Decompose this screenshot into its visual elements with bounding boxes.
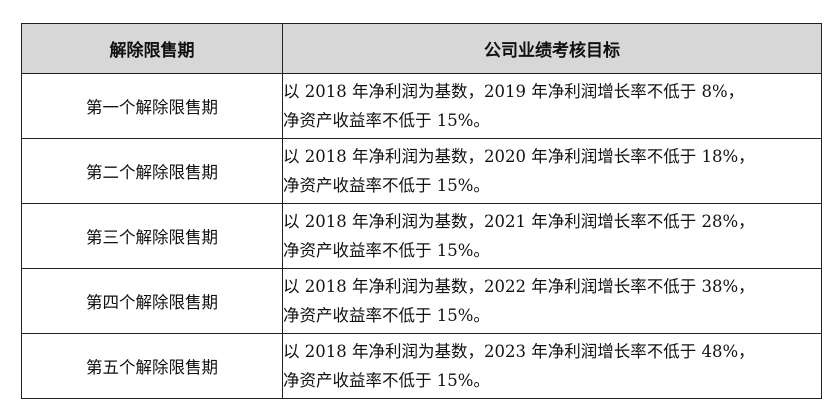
table-row: 第四个解除限售期 以 2018 年净利润为基数，2022 年净利润增长率不低于 … (21, 268, 822, 334)
target-text-line: 净资产收益率不低于 15%。 (283, 176, 490, 195)
performance-target-cell: 以 2018 年净利润为基数，2023 年净利润增长率不低于 48%， 净资产收… (282, 333, 822, 399)
target-text-line: 以 2018 年净利润为基数，2019 年净利润增长率不低于 8%， (283, 82, 745, 101)
header-performance-target: 公司业绩考核目标 (282, 23, 822, 74)
performance-target-cell: 以 2018 年净利润为基数，2021 年净利润增长率不低于 28%， 净资产收… (282, 203, 822, 269)
target-text-line: 以 2018 年净利润为基数，2020 年净利润增长率不低于 18%， (283, 147, 755, 166)
performance-target-cell: 以 2018 年净利润为基数，2019 年净利润增长率不低于 8%， 净资产收益… (282, 73, 822, 139)
target-text-line: 净资产收益率不低于 15%。 (283, 241, 490, 260)
target-text-line: 净资产收益率不低于 15%。 (283, 111, 490, 130)
unlock-period-cell: 第一个解除限售期 (21, 73, 283, 139)
unlock-period-cell: 第二个解除限售期 (21, 138, 283, 204)
target-text-line: 净资产收益率不低于 15%。 (283, 306, 490, 325)
header-unlock-period: 解除限售期 (21, 23, 283, 74)
unlock-period-cell: 第三个解除限售期 (21, 203, 283, 269)
target-text-line: 以 2018 年净利润为基数，2022 年净利润增长率不低于 38%， (283, 277, 755, 296)
table-row: 第五个解除限售期 以 2018 年净利润为基数，2023 年净利润增长率不低于 … (21, 333, 822, 399)
table-row: 第三个解除限售期 以 2018 年净利润为基数，2021 年净利润增长率不低于 … (21, 203, 822, 269)
table-row: 第二个解除限售期 以 2018 年净利润为基数，2020 年净利润增长率不低于 … (21, 138, 822, 204)
target-text-line: 以 2018 年净利润为基数，2023 年净利润增长率不低于 48%， (283, 342, 755, 361)
table-row: 第一个解除限售期 以 2018 年净利润为基数，2019 年净利润增长率不低于 … (21, 73, 822, 139)
target-text-line: 净资产收益率不低于 15%。 (283, 371, 490, 390)
performance-target-cell: 以 2018 年净利润为基数，2020 年净利润增长率不低于 18%， 净资产收… (282, 138, 822, 204)
performance-target-cell: 以 2018 年净利润为基数，2022 年净利润增长率不低于 38%， 净资产收… (282, 268, 822, 334)
performance-target-table: 解除限售期 公司业绩考核目标 第一个解除限售期 以 2018 年净利润为基数，2… (21, 23, 822, 399)
table-header-row: 解除限售期 公司业绩考核目标 (21, 23, 822, 74)
target-text-line: 以 2018 年净利润为基数，2021 年净利润增长率不低于 28%， (283, 212, 755, 231)
unlock-period-cell: 第五个解除限售期 (21, 333, 283, 399)
unlock-period-cell: 第四个解除限售期 (21, 268, 283, 334)
